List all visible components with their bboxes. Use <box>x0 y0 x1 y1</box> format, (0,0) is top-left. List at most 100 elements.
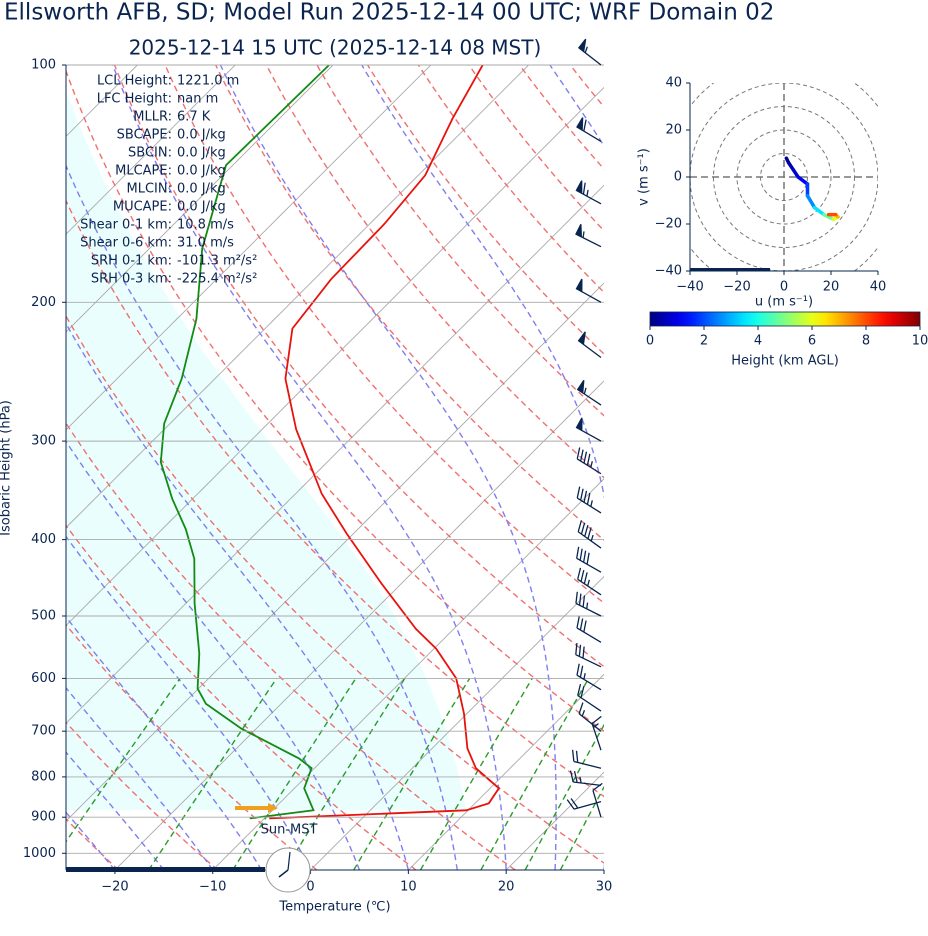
moist-adiabat <box>360 65 604 870</box>
colorbar-tick-label: 2 <box>700 334 708 349</box>
dry-adiabat <box>66 422 516 870</box>
stat-label: LFC Height: <box>97 92 172 107</box>
y-tick-label: 200 <box>31 295 56 310</box>
colorbar-tick-label: 8 <box>862 334 870 349</box>
hodograph-segment <box>822 212 836 222</box>
mixing-line <box>66 677 181 843</box>
x-tick-label: −20 <box>101 880 128 895</box>
stat-label: SBCIN: <box>128 146 172 161</box>
y-tick-label: −20 <box>655 217 682 232</box>
stat-label: SBCAPE: <box>117 128 172 143</box>
wind-barb <box>577 520 602 549</box>
stat-value: 0.0 J/kg <box>177 200 226 215</box>
clock-label: Sun-MST <box>261 823 318 838</box>
isotherm <box>212 478 604 870</box>
profile-line <box>159 65 330 820</box>
orange-marker-head <box>268 803 278 813</box>
subplot-title: 2025-12-14 15 UTC (2025-12-14 08 MST) <box>129 36 542 60</box>
x-tick-label: −20 <box>723 280 750 295</box>
x-tick-label: 40 <box>870 280 887 295</box>
stat-label: MLCIN: <box>127 182 172 197</box>
wind-barb <box>571 749 602 769</box>
wind-barb <box>576 616 602 643</box>
moist-adiabat <box>66 686 214 870</box>
figure-title: Ellsworth AFB, SD; Model Run 2025-12-14 … <box>4 0 774 26</box>
moist-adiabat <box>66 615 263 870</box>
wind-barb <box>569 770 602 787</box>
dry-adiabat <box>66 68 604 732</box>
x-tick-label: 0 <box>780 280 788 295</box>
hodograph-area <box>690 83 878 271</box>
stat-label: Shear 0-1 km: <box>80 218 172 233</box>
colorbar-tick-label: 4 <box>754 334 762 349</box>
y-tick-label: 700 <box>31 724 56 739</box>
moist-adiabat <box>66 322 410 870</box>
hodograph-segment <box>805 194 817 210</box>
mixing-line <box>148 678 278 870</box>
dry-adiabat <box>66 623 318 870</box>
y-tick-label: 0 <box>674 170 682 185</box>
wind-barb <box>592 782 603 818</box>
mixing-line <box>419 678 533 870</box>
wind-barb <box>578 702 602 732</box>
moist-adiabat <box>219 65 557 870</box>
wind-barb <box>576 546 602 573</box>
wind-barb <box>575 224 602 248</box>
colorbar-label: Height (km AGL) <box>731 354 839 369</box>
stat-value: 31.0 m/s <box>177 236 234 251</box>
wind-barb <box>575 642 602 668</box>
stat-value: 6.7 K <box>177 110 211 125</box>
x-tick-label: 10 <box>400 880 417 895</box>
stat-label: SRH 0-1 km: <box>91 254 172 269</box>
mixing-line <box>524 723 604 870</box>
wind-barb <box>575 278 602 303</box>
plot-area <box>66 65 604 870</box>
mixing-line <box>480 678 590 870</box>
dry-adiabat <box>66 314 604 864</box>
colorbar-tick-label: 6 <box>808 334 816 349</box>
dry-adiabat <box>113 65 604 668</box>
x-tick-label: −10 <box>199 880 226 895</box>
clock-hand <box>287 851 291 871</box>
moist-adiabat <box>66 751 165 870</box>
wind-barb <box>577 567 602 596</box>
stat-value: 1221.0 m <box>177 74 239 89</box>
colorbar <box>649 311 921 327</box>
stat-value: 0.0 J/kg <box>177 128 226 143</box>
y-tick-label: 900 <box>31 810 56 825</box>
dry-adiabat <box>265 65 604 479</box>
wind-barb <box>575 591 602 617</box>
y-tick-label: 1000 <box>23 846 56 861</box>
stat-label: MLLR: <box>133 110 172 125</box>
bottom-bar <box>66 867 265 872</box>
isotherm <box>114 380 604 870</box>
colorbar-tick-label: 0 <box>646 334 654 349</box>
wind-barb <box>577 38 602 66</box>
isotherm <box>408 673 604 870</box>
dry-adiabat <box>215 65 604 542</box>
y-tick-label: −40 <box>655 264 682 279</box>
moist-adiabat <box>66 811 116 870</box>
shaded-region <box>66 65 467 811</box>
y-axis-label: Isobaric Height (hPa) <box>0 400 14 536</box>
stat-label: MUCAPE: <box>113 200 172 215</box>
y-tick-label: 40 <box>665 76 682 91</box>
moist-adiabat <box>66 440 361 870</box>
moist-adiabat <box>66 164 458 870</box>
isotherm <box>66 65 529 529</box>
mixing-line <box>559 785 604 870</box>
x-tick-label: 0 <box>306 880 314 895</box>
y-axis-label: v (m s⁻¹) <box>637 148 652 206</box>
stat-label: Shear 0-6 km: <box>80 236 172 251</box>
moist-adiabat <box>111 65 507 870</box>
isotherm <box>66 184 604 724</box>
x-tick-label: 20 <box>823 280 840 295</box>
hodograph-segment <box>796 175 810 186</box>
y-tick-label: 20 <box>665 123 682 138</box>
y-tick-label: 400 <box>31 532 56 547</box>
stat-value: -101.3 m²/s² <box>177 254 257 269</box>
isotherm <box>66 282 604 822</box>
wind-barb <box>575 180 602 205</box>
x-tick-label: 20 <box>498 880 515 895</box>
